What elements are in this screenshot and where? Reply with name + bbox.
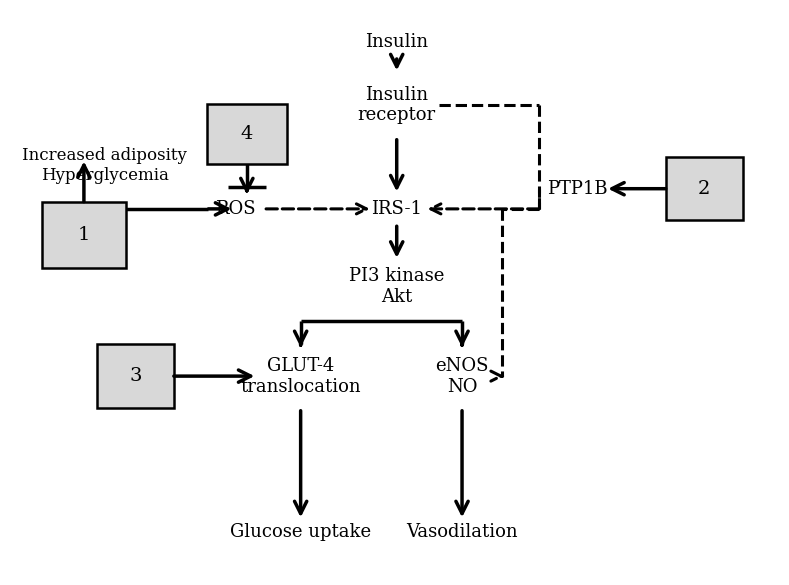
Text: eNOS
NO: eNOS NO (436, 357, 489, 395)
FancyBboxPatch shape (207, 104, 287, 164)
Text: PI3 kinase
Akt: PI3 kinase Akt (349, 267, 444, 306)
FancyBboxPatch shape (97, 345, 174, 408)
Text: PTP1B: PTP1B (547, 180, 608, 198)
Text: 3: 3 (129, 367, 142, 385)
Text: Increased adiposity
Hyperglycemia: Increased adiposity Hyperglycemia (22, 147, 187, 184)
FancyBboxPatch shape (666, 157, 742, 221)
Text: Insulin: Insulin (365, 33, 428, 51)
Text: Glucose uptake: Glucose uptake (230, 523, 371, 541)
Text: 1: 1 (78, 226, 90, 244)
FancyBboxPatch shape (42, 202, 126, 268)
Text: IRS-1: IRS-1 (371, 200, 422, 218)
Text: ROS: ROS (215, 200, 256, 218)
Text: Insulin
receptor: Insulin receptor (357, 85, 436, 125)
Text: 4: 4 (241, 125, 253, 143)
Text: GLUT-4
translocation: GLUT-4 translocation (241, 357, 361, 395)
Text: Vasodilation: Vasodilation (406, 523, 518, 541)
Text: 2: 2 (698, 180, 710, 198)
